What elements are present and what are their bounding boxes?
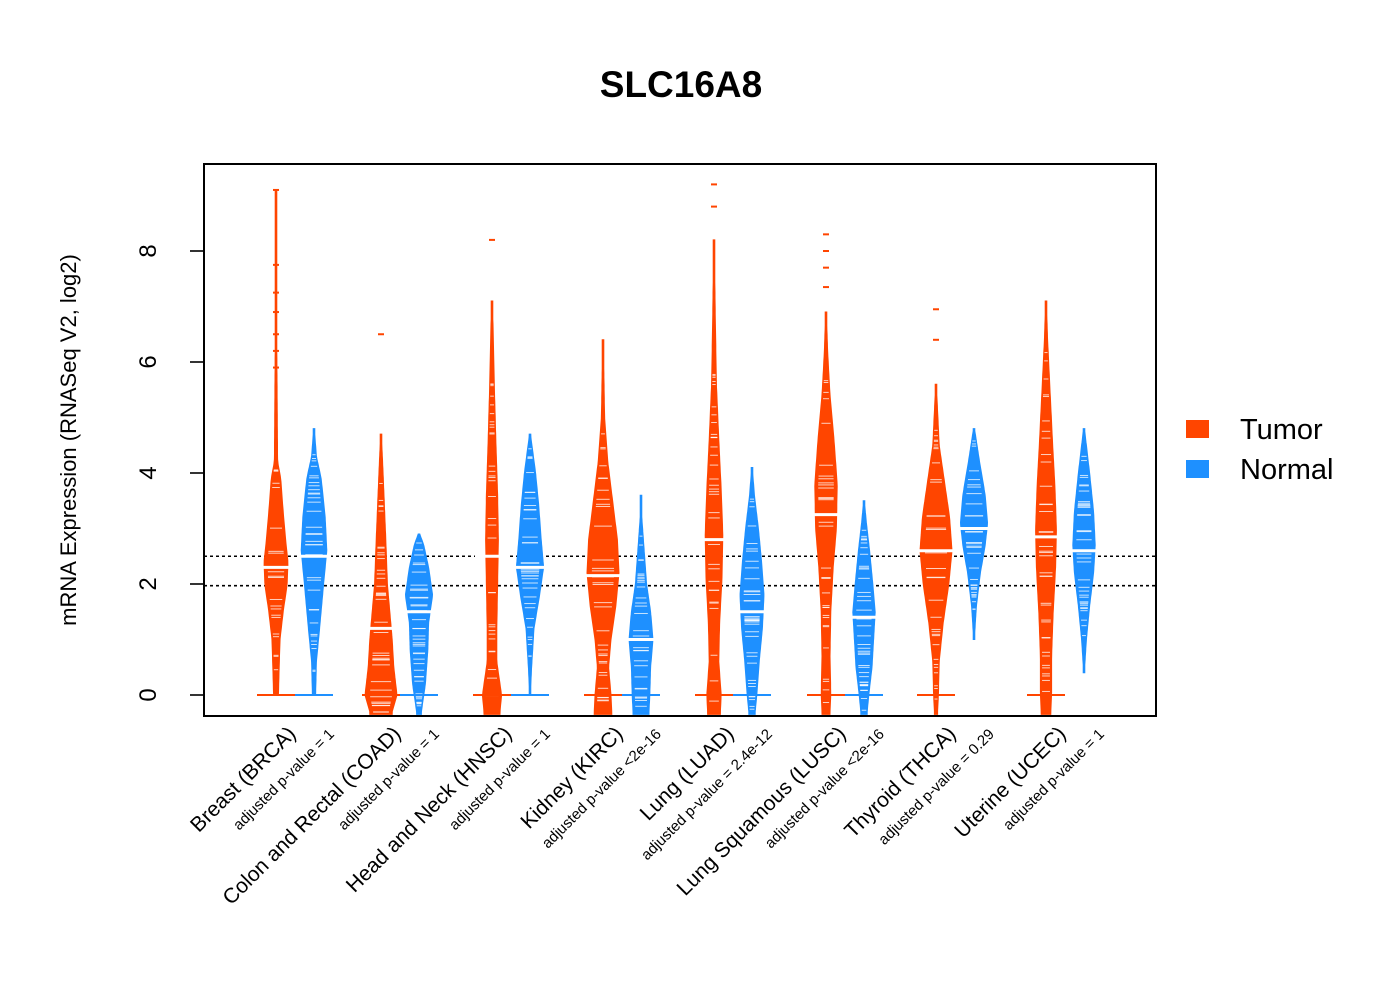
tumor-violin-3: [584, 339, 622, 715]
tumor-violin-2: [473, 238, 511, 715]
normal-violin-2: [511, 433, 549, 696]
legend-label-normal: Normal: [1240, 454, 1333, 486]
normal-violin-7: [1067, 428, 1101, 674]
y-tick-label-2: 4: [135, 466, 162, 479]
y-axis-label: mRNA Expression (RNASeq V2, log2): [56, 254, 81, 626]
tumor-violin-body: [586, 339, 620, 715]
normal-violin-body: [300, 428, 328, 696]
normal-violin-0: [295, 428, 333, 696]
normal-violin-5: [845, 500, 883, 715]
tumor-violin-5: [807, 233, 845, 715]
normal-violin-4: [733, 467, 771, 715]
normal-violin-body: [959, 428, 989, 640]
plot-frame: [203, 163, 1157, 717]
tumor-violin-1: [362, 333, 400, 715]
tumor-violin-6: [917, 308, 955, 715]
tumor-violin-body: [1035, 300, 1057, 715]
tumor-violin-7: [1027, 300, 1065, 715]
normal-violin-body: [515, 433, 545, 696]
plot-area: [204, 183, 1156, 715]
plot-inner: [204, 183, 1156, 715]
normal-violin-body: [852, 500, 876, 715]
tumor-violin-body: [704, 239, 724, 715]
y-tick-label-1: 2: [135, 577, 162, 590]
y-tick-label-0: 0: [135, 688, 162, 701]
legend: Tumor Normal: [1186, 414, 1333, 486]
tumor-violin-0: [257, 188, 295, 696]
normal-violin-6: [957, 428, 991, 640]
normal-violin-3: [622, 494, 660, 715]
normal-violin-1: [400, 533, 438, 715]
legend-swatch-normal: [1186, 460, 1209, 478]
normal-violin-body: [404, 533, 434, 715]
y-tick-label-4: 8: [135, 244, 162, 257]
tumor-violin-4: [695, 183, 733, 715]
chart-title: SLC16A8: [600, 64, 762, 105]
normal-violin-body: [628, 494, 654, 715]
y-tick-label-3: 6: [135, 355, 162, 368]
tumor-violin-body: [481, 300, 503, 715]
legend-swatch-tumor: [1186, 420, 1209, 438]
legend-label-tumor: Tumor: [1240, 414, 1323, 446]
y-axis: 0 2 4 6 8: [135, 244, 204, 702]
